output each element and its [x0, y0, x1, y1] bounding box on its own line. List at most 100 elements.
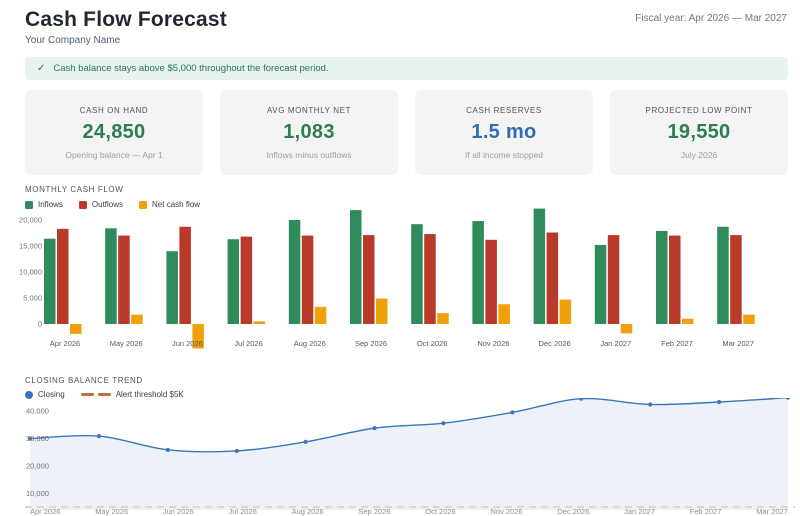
bar-y-tick: 20,000 — [19, 216, 42, 225]
legend-label: Alert threshold $5K — [115, 390, 184, 399]
bar-net-cash-flow — [376, 298, 388, 324]
closing-point — [27, 436, 33, 441]
bar-net-cash-flow — [131, 314, 143, 324]
kpi-value: 1,083 — [283, 120, 335, 143]
outflows-swatch-icon — [78, 200, 87, 209]
bar-net-cash-flow — [682, 318, 694, 324]
trend-month-label: Apr 2026 — [30, 507, 61, 516]
bar-net-cash-flow — [743, 314, 755, 324]
bar-y-tick: 10,000 — [19, 268, 42, 277]
bar-outflows — [57, 228, 69, 324]
bar-outflows — [301, 235, 314, 324]
monthly-cash-flow-title: MONTHLY CASH FLOW — [25, 185, 124, 194]
bar-y-tick: 0 — [38, 320, 42, 329]
trend-month-label: Dec 2026 — [557, 507, 590, 516]
bar-month-label: Jun 2026 — [172, 339, 203, 348]
closing-point — [234, 448, 239, 454]
bar-month-label: Nov 2026 — [477, 339, 509, 348]
closing-point — [165, 447, 170, 452]
kpi-sublabel: Inflows minus outflows — [266, 149, 352, 160]
bar-y-tick: 15,000 — [19, 242, 42, 251]
closing-point — [716, 399, 722, 405]
company-name: Your Company Name — [25, 35, 121, 46]
threshold-dash-icon — [80, 393, 94, 396]
trend-month-labels-cutoff: Apr 2026 May 2026 Jun 2026 Jul 2026 Aug 2026… — [30, 507, 788, 516]
bar-net-cash-flow — [559, 299, 572, 324]
bar-y-tick: 5,000 — [23, 294, 42, 303]
bar-inflows — [656, 230, 668, 324]
trend-month-label: Jul 2026 — [228, 507, 257, 516]
bar-month-label: Sep 2026 — [355, 339, 387, 348]
trend-month-label: Sep 2026 — [358, 507, 391, 516]
kpi-value: 24,850 — [82, 120, 146, 143]
bar-month-label: Jan 2027 — [600, 339, 631, 348]
legend-item-inflows[interactable]: Inflows — [25, 200, 63, 209]
closing-point — [785, 398, 791, 400]
bar-inflows — [105, 228, 117, 324]
kpi-label: CASH RESERVES — [466, 105, 542, 115]
threshold-dash-icon — [97, 393, 111, 396]
trend-month-label: Mar 2027 — [756, 507, 788, 516]
closing-dot-icon — [25, 390, 33, 399]
kpi-card-cash-on-hand: CASH ON HAND 24,850 Opening balance — Ap… — [25, 90, 203, 175]
closing-point — [441, 421, 446, 426]
trend-month-label: Oct 2026 — [425, 507, 456, 516]
bar-month-label: Jul 2026 — [234, 339, 262, 348]
closing-line — [29, 398, 789, 453]
bar-month-label: Feb 2027 — [661, 339, 693, 348]
bar-outflows — [363, 235, 375, 324]
bar-outflows — [240, 236, 253, 324]
bar-chart-legend: Inflows Outflows Net cash flow — [25, 200, 200, 209]
bar-outflows — [485, 239, 497, 324]
legend-item-closing[interactable]: Closing — [25, 390, 65, 399]
net-cash-flow-swatch-icon — [139, 200, 148, 209]
trend-month-label: Aug 2026 — [291, 507, 324, 516]
checkmark-icon: ✓ — [37, 63, 46, 74]
kpi-sublabel: Opening balance — Apr 1 — [65, 149, 163, 160]
bar-outflows — [118, 235, 130, 324]
bar-inflows — [227, 239, 240, 324]
bar-inflows — [533, 208, 546, 324]
kpi-card-projected-low-point: PROJECTED LOW POINT 19,550 July 2026 — [610, 90, 788, 175]
bar-outflows — [179, 226, 191, 324]
bar-outflows — [669, 235, 681, 324]
legend-label: Inflows — [38, 200, 63, 209]
bar-month-label: Aug 2026 — [294, 339, 326, 348]
trend-month-label: Jan 2027 — [624, 507, 656, 516]
bar-net-cash-flow — [437, 313, 449, 324]
trend-month-label: Jun 2026 — [162, 507, 194, 516]
legend-label: Outflows — [91, 200, 124, 209]
bar-inflows — [288, 220, 301, 324]
closing-balance-trend-chart: 10,000 20,000 30,000 40,000 — [25, 398, 795, 510]
kpi-value: 1.5 mo — [471, 120, 537, 143]
fiscal-year-label: Fiscal year: Apr 2026 — Mar 2027 — [635, 13, 787, 24]
kpi-label: AVG MONTHLY NET — [266, 105, 352, 115]
legend-item-outflows[interactable]: Outflows — [78, 200, 124, 209]
bar-inflows — [717, 226, 729, 324]
bar-month-label: Mar 2027 — [722, 339, 754, 348]
bar-month-label: May 2026 — [110, 339, 143, 348]
bar-outflows — [607, 235, 620, 324]
legend-item-alert-threshold[interactable]: Alert threshold $5K — [80, 390, 184, 399]
bar-inflows — [166, 251, 178, 324]
closing-point — [648, 402, 653, 407]
inflows-swatch-icon — [25, 200, 33, 209]
legend-label: Net cash flow — [152, 200, 201, 209]
monthly-cash-flow-chart: 0 5,000 10,000 15,000 20,000 Apr 2026 May 2026… — [19, 208, 755, 349]
kpi-card-avg-monthly-net: AVG MONTHLY NET 1,083 Inflows minus outf… — [220, 90, 398, 175]
kpi-cards-row: CASH ON HAND 24,850 Opening balance — Ap… — [25, 90, 788, 175]
status-banner: ✓ Cash balance stays above $5,000 throug… — [25, 57, 788, 80]
closing-point — [372, 426, 377, 431]
kpi-sublabel: If all income stopped — [465, 149, 543, 160]
line-chart-legend: Closing Alert threshold $5K — [25, 390, 184, 399]
kpi-card-cash-reserves: CASH RESERVES 1.5 mo If all income stopp… — [415, 90, 593, 175]
kpi-label: CASH ON HAND — [79, 105, 149, 115]
trend-month-label: Feb 2027 — [689, 507, 722, 516]
bar-month-label: Oct 2026 — [417, 339, 447, 348]
trend-y-tick: 10,000 — [26, 489, 49, 498]
legend-item-net-cash-flow[interactable]: Net cash flow — [139, 200, 200, 209]
bar-inflows — [472, 221, 484, 324]
bar-net-cash-flow — [192, 324, 204, 349]
bar-outflows — [424, 234, 436, 324]
bar-month-label: Dec 2026 — [539, 339, 571, 348]
